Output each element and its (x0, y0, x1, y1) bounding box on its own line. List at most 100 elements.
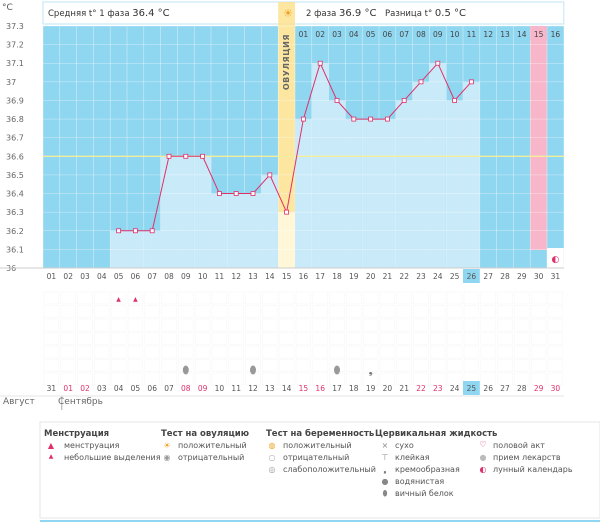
marker-cell (497, 332, 513, 345)
marker-cell (127, 372, 144, 386)
marker-cell (446, 345, 463, 359)
marker-cell (278, 372, 295, 386)
marker-cell (127, 332, 144, 345)
cycle-day-label: 14 (265, 272, 275, 281)
calendar-date-label: 02 (80, 384, 90, 393)
marker-cell (178, 372, 194, 386)
marker-cell (413, 345, 429, 359)
marker-cell (362, 359, 379, 372)
y-tick-label: 36.7 (6, 134, 24, 143)
marker-cell (379, 372, 396, 386)
marker-cell (262, 318, 278, 332)
marker-cell (228, 318, 244, 332)
y-tick-label: 37 (6, 78, 16, 87)
marker-cell (379, 345, 396, 359)
month-prev: Август (3, 397, 35, 407)
marker-cell (43, 332, 60, 345)
marker-cell (178, 291, 194, 305)
marker-cell (144, 345, 160, 359)
watery-icon: ● (381, 477, 389, 486)
legend-sticky: клейкая (395, 453, 430, 462)
legend-dry: сухо (395, 441, 414, 450)
marker-cell (396, 291, 412, 305)
phase2-day-label: 11 (467, 30, 477, 39)
pregtest-negative-icon: ○ (268, 453, 276, 462)
ovulation-label: ОВУЛЯЦИЯ (282, 34, 291, 91)
legend-cervical-title: Цервикальная жидкость (375, 429, 498, 439)
calendar-date-label: 01 (63, 384, 73, 393)
legend-medication: прием лекарств (493, 453, 561, 462)
marker-cell (295, 318, 312, 332)
cycle-day-label: 12 (231, 272, 241, 281)
legend-ovtest-title: Тест на овуляцию (161, 429, 250, 439)
marker-cell (278, 318, 295, 332)
cycle-day-label: 01 (47, 272, 57, 281)
cycle-day-label: 09 (181, 272, 191, 281)
marker-cell (312, 345, 328, 359)
temperature-line (118, 61, 472, 232)
calendar-date-label: 31 (47, 384, 57, 393)
marker-cell (329, 318, 345, 332)
calendar-date-label: 15 (299, 384, 309, 393)
current-date-highlight (463, 381, 480, 395)
cycle-day-label: 27 (483, 272, 493, 281)
marker-cell (295, 345, 312, 359)
fluid-marker (182, 365, 189, 375)
marker-cell (228, 332, 244, 345)
marker-cell (127, 305, 144, 318)
marker-cell (60, 305, 76, 318)
marker-cell (430, 305, 446, 318)
legend-ovtest-negative: отрицательный (178, 453, 245, 462)
temperature-point (300, 116, 306, 122)
marker-cell (278, 345, 295, 359)
marker-cell (161, 291, 177, 305)
month-current: Сентябрь (58, 397, 103, 407)
temperature-point (149, 228, 155, 234)
marker-cell (110, 332, 127, 345)
marker-cell (413, 305, 429, 318)
marker-cell (161, 345, 177, 359)
calendar-date-label: 12 (248, 384, 258, 393)
marker-cell (396, 305, 412, 318)
temperature-point (267, 172, 273, 178)
temperature-bar (311, 62, 329, 269)
pregtest-weak-icon: ◎ (268, 465, 276, 474)
marker-cell (396, 345, 412, 359)
marker-cell (278, 305, 295, 318)
y-tick-label: 36.5 (6, 171, 24, 180)
marker-cell (329, 305, 345, 318)
cycle-day-label: 07 (147, 272, 157, 281)
marker-cell (547, 305, 564, 318)
marker-cell (278, 291, 295, 305)
marker-cell (295, 305, 312, 318)
units-label: °C (2, 3, 13, 13)
marker-cell (463, 291, 480, 305)
legend-pregtest-weak: слабоположительный (283, 465, 376, 474)
legend-menstruation-item: менструация (64, 441, 120, 450)
y-tick-label: 36.6 (6, 152, 24, 161)
marker-cell (127, 359, 144, 372)
marker-cell (480, 332, 496, 345)
marker-cell (127, 318, 144, 332)
marker-cell (60, 291, 76, 305)
legend-pregtest-negative: отрицательный (283, 453, 350, 462)
phase2-day-label: 16 (551, 30, 561, 39)
marker-cell (430, 359, 446, 372)
heart-icon: ♡ (479, 440, 487, 449)
marker-cell (245, 332, 261, 345)
marker-cell (514, 345, 530, 359)
temperature-bar (328, 100, 346, 269)
legend-pregtest-title: Тест на беременность (266, 429, 375, 439)
marker-cell (110, 345, 127, 359)
phase2-day-label: 08 (416, 30, 426, 39)
marker-cell (446, 291, 463, 305)
marker-cell (312, 332, 328, 345)
marker-cell (497, 318, 513, 332)
ovtest-negative-icon: ◉ (163, 453, 171, 462)
calendar-date-label: 10 (215, 384, 225, 393)
marker-cell (446, 332, 463, 345)
marker-cell (530, 291, 547, 305)
temperature-point (284, 209, 290, 215)
marker-cell (430, 291, 446, 305)
